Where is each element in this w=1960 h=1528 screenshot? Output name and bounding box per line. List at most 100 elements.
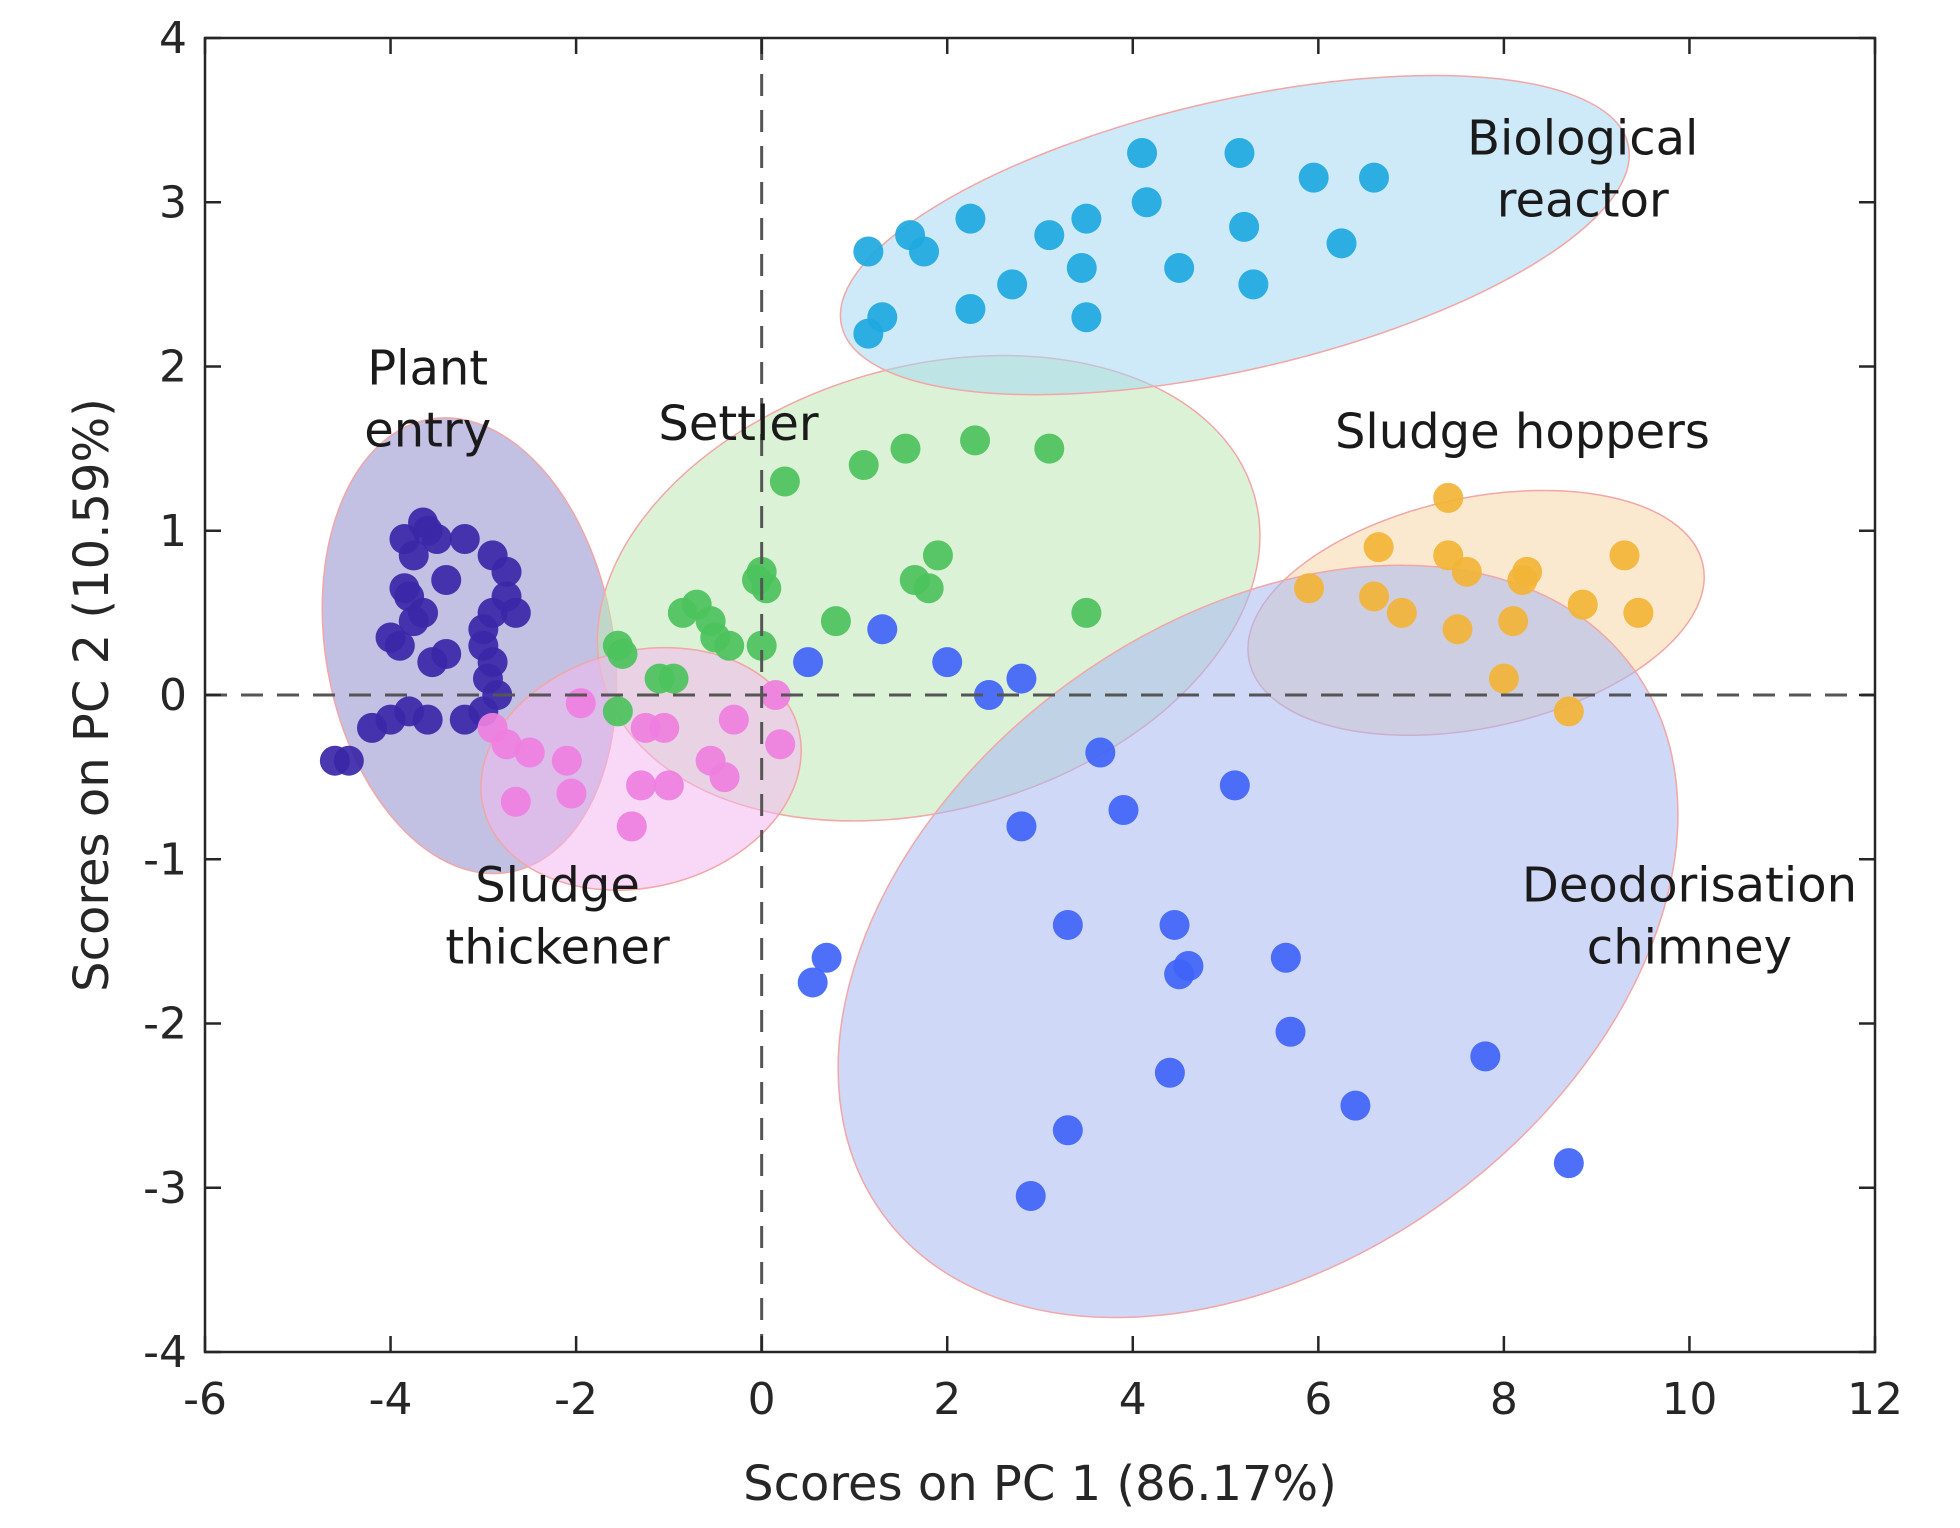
score-point xyxy=(955,203,986,234)
y-tick-label: 0 xyxy=(159,670,187,721)
score-point xyxy=(389,573,420,604)
score-point xyxy=(718,704,749,735)
x-tick-label: 12 xyxy=(1847,1374,1903,1425)
score-point xyxy=(1159,909,1190,940)
score-point xyxy=(997,269,1028,300)
score-point xyxy=(811,942,842,973)
score-point xyxy=(760,680,791,710)
score-point xyxy=(1340,1090,1371,1121)
score-point xyxy=(1623,597,1654,628)
score-point xyxy=(1173,951,1204,982)
group-label: Plant xyxy=(367,340,488,396)
score-point xyxy=(1108,794,1139,825)
y-tick-label: 3 xyxy=(159,177,187,228)
score-point xyxy=(1498,606,1529,637)
score-point xyxy=(746,630,777,661)
score-point xyxy=(556,778,587,809)
score-point xyxy=(1052,909,1083,940)
score-point xyxy=(1363,532,1394,563)
score-point xyxy=(472,663,503,694)
score-point xyxy=(765,729,796,760)
x-tick-labels: -6 -4 -2 0 2 4 6 8 10 12 xyxy=(183,1374,1903,1425)
score-point xyxy=(649,712,680,743)
reference-lines xyxy=(205,38,1875,1352)
group-label: chimney xyxy=(1587,920,1792,976)
score-point xyxy=(1224,137,1255,168)
score-point xyxy=(973,680,1004,710)
y-tick-label: -1 xyxy=(143,834,187,885)
group-label: Biological xyxy=(1467,110,1698,166)
score-point xyxy=(1553,696,1584,727)
group-label: Sludge hoppers xyxy=(1335,404,1710,460)
score-point xyxy=(1071,203,1102,234)
score-point xyxy=(1298,162,1329,193)
score-point xyxy=(1359,581,1389,612)
score-point xyxy=(1442,614,1473,645)
y-axis-label: Scores on PC 2 (10.59%) xyxy=(64,398,120,992)
score-point xyxy=(1052,1115,1083,1146)
score-point xyxy=(431,565,462,596)
score-point xyxy=(1359,162,1389,193)
score-point xyxy=(1238,269,1269,300)
score-point xyxy=(1219,770,1250,801)
score-point xyxy=(1470,1041,1501,1072)
score-point xyxy=(417,647,448,678)
x-tick-label: 8 xyxy=(1490,1374,1518,1425)
score-point xyxy=(1006,811,1037,842)
score-point xyxy=(408,507,439,538)
group-label: Settler xyxy=(658,396,819,452)
group-label: Deodorisation xyxy=(1522,858,1857,914)
x-tick-label: -6 xyxy=(183,1374,227,1425)
score-point xyxy=(1131,187,1162,218)
x-tick-label: 10 xyxy=(1661,1374,1717,1425)
score-point xyxy=(714,630,745,661)
score-point xyxy=(1326,228,1357,259)
score-point xyxy=(922,540,953,571)
y-tick-label: 4 xyxy=(159,13,187,64)
score-point xyxy=(853,236,884,267)
group-labels: Plant entry Settler Biological reactor Sludge… xyxy=(364,110,1857,975)
score-point xyxy=(909,236,940,267)
score-point xyxy=(1071,302,1102,333)
score-point xyxy=(626,770,657,801)
score-point xyxy=(1553,1148,1584,1179)
score-point xyxy=(653,770,684,801)
score-point xyxy=(1034,433,1065,464)
y-tick-label: -2 xyxy=(143,999,187,1050)
x-tick-label: 6 xyxy=(1304,1374,1332,1425)
score-point xyxy=(742,565,773,596)
score-point xyxy=(375,622,406,653)
score-point xyxy=(667,597,698,628)
score-point xyxy=(1154,1057,1185,1088)
score-point xyxy=(1567,589,1598,620)
score-point xyxy=(491,729,522,760)
score-point xyxy=(1071,597,1102,628)
score-point xyxy=(500,786,531,817)
y-tick-label: 1 xyxy=(159,506,187,557)
score-point xyxy=(551,745,582,776)
score-point xyxy=(658,663,689,694)
y-tick-label: 2 xyxy=(159,342,187,393)
score-point xyxy=(1433,482,1464,513)
score-point xyxy=(616,811,647,842)
score-point xyxy=(607,638,638,669)
score-point xyxy=(853,318,884,349)
y-tick-labels: 4 3 2 1 0 -1 -2 -3 -4 xyxy=(143,13,187,1378)
score-point xyxy=(1127,137,1158,168)
score-point xyxy=(1275,1016,1306,1047)
score-point xyxy=(1512,556,1543,587)
score-point xyxy=(500,597,531,628)
group-label: entry xyxy=(364,402,491,458)
score-point xyxy=(797,967,828,998)
axis-ticks xyxy=(203,36,1877,1354)
score-point xyxy=(769,466,800,497)
score-point xyxy=(449,523,480,554)
score-point xyxy=(955,294,986,325)
score-point xyxy=(1229,211,1260,242)
group-label: reactor xyxy=(1497,172,1669,228)
score-point xyxy=(848,450,879,481)
score-point xyxy=(960,425,991,456)
score-point xyxy=(514,737,545,768)
score-point xyxy=(1034,220,1065,251)
